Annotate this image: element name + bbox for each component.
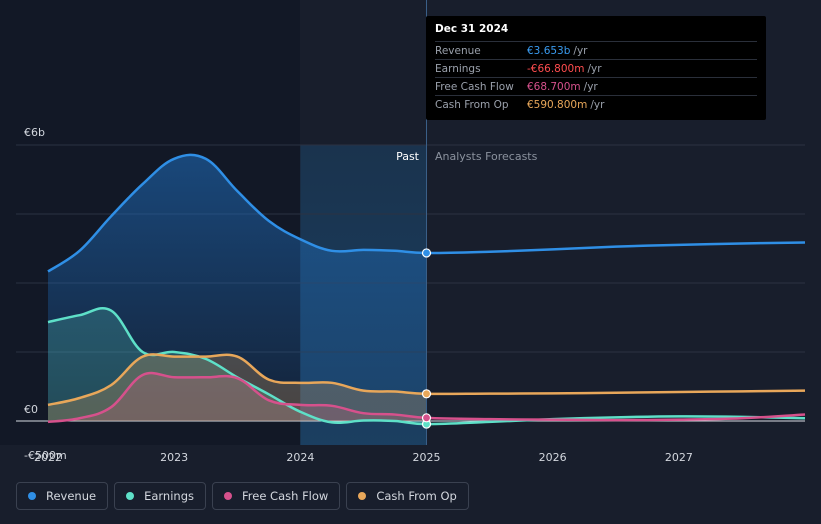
legend-item-earnings[interactable]: Earnings	[114, 482, 206, 510]
legend-label: Cash From Op	[376, 489, 457, 503]
legend-item-free-cash-flow[interactable]: Free Cash Flow	[212, 482, 341, 510]
tooltip-label: Earnings	[435, 62, 481, 75]
legend-label: Free Cash Flow	[242, 489, 329, 503]
tooltip-label: Free Cash Flow	[435, 80, 514, 93]
cash-from-op-area	[48, 354, 427, 421]
tooltip-label: Revenue	[435, 44, 481, 57]
tooltip-row-cash-from-op: Cash From Op €590.800m /yr	[435, 95, 757, 113]
tooltip-unit: /yr	[573, 44, 588, 57]
x-tick-label: 2025	[413, 451, 441, 464]
series-areas	[48, 154, 427, 425]
legend: Revenue Earnings Free Cash Flow Cash Fro…	[16, 482, 469, 512]
tooltip-value: €68.700m	[527, 80, 581, 93]
earnings-area	[48, 308, 427, 425]
free-cash-flow-area	[48, 373, 427, 422]
y-tick-label: -€500m	[24, 449, 67, 462]
legend-label: Earnings	[144, 489, 194, 503]
tooltip-unit: /yr	[590, 98, 605, 111]
cash-from-op-marker	[421, 389, 432, 399]
revenue-dot-icon	[28, 492, 36, 500]
tooltip-value: €590.800m	[527, 98, 588, 111]
tooltip: Dec 31 2024 Revenue €3.653b /yr Earnings…	[426, 16, 766, 120]
past-label: Past	[396, 150, 420, 163]
tooltip-date: Dec 31 2024	[435, 23, 509, 35]
tooltip-value: €3.653b	[527, 44, 571, 57]
free-cash-flow-dot-icon	[224, 492, 232, 500]
free-cash-flow-marker	[421, 413, 432, 423]
x-tick-label: 2022	[34, 451, 62, 464]
legend-item-cash-from-op[interactable]: Cash From Op	[346, 482, 469, 510]
earnings-line	[47, 306, 806, 426]
x-tick-label: 2026	[539, 451, 567, 464]
x-tick-label: 2023	[160, 451, 188, 464]
revenue-area	[48, 154, 427, 421]
forecast-label: Analysts Forecasts	[435, 150, 538, 163]
legend-item-revenue[interactable]: Revenue	[16, 482, 109, 510]
tooltip-row-free-cash-flow: Free Cash Flow €68.700m /yr	[435, 77, 757, 95]
y-tick-label: €0	[24, 403, 38, 416]
x-tick-label: 2024	[286, 451, 314, 464]
tooltip-unit: /yr	[583, 80, 598, 93]
revenue-marker	[421, 248, 432, 258]
tooltip-row-revenue: Revenue €3.653b /yr	[435, 41, 757, 59]
cash-from-op-dot-icon	[358, 492, 367, 500]
free-cash-flow-line	[47, 371, 806, 424]
tooltip-value: -€66.800m	[527, 62, 585, 75]
tooltip-label: Cash From Op	[435, 98, 509, 111]
revenue-line	[47, 153, 806, 273]
tooltip-unit: /yr	[587, 62, 602, 75]
tooltip-row-earnings: Earnings -€66.800m /yr	[435, 59, 757, 77]
cash-from-op-line	[47, 353, 806, 407]
x-tick-label: 2027	[665, 451, 693, 464]
x-tick-labels: 2022 2023 2024 2025 2026 2027	[34, 451, 693, 464]
earnings-dot-icon	[126, 492, 135, 500]
series-markers	[421, 248, 432, 429]
y-tick-labels: €6b €0 -€500m	[24, 126, 67, 462]
y-tick-label: €6b	[24, 126, 45, 139]
series-lines	[47, 153, 806, 426]
legend-label: Revenue	[46, 489, 97, 503]
